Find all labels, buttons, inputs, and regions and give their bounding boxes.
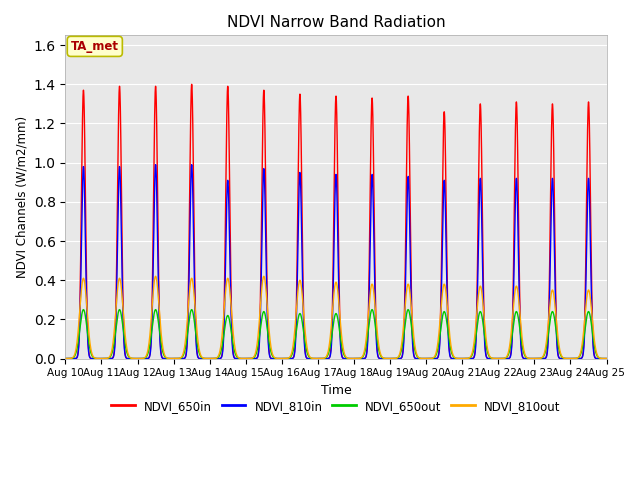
Title: NDVI Narrow Band Radiation: NDVI Narrow Band Radiation xyxy=(227,15,445,30)
X-axis label: Time: Time xyxy=(321,384,351,397)
Text: TA_met: TA_met xyxy=(71,40,119,53)
Legend: NDVI_650in, NDVI_810in, NDVI_650out, NDVI_810out: NDVI_650in, NDVI_810in, NDVI_650out, NDV… xyxy=(106,395,566,417)
Y-axis label: NDVI Channels (W/m2/mm): NDVI Channels (W/m2/mm) xyxy=(15,116,28,278)
